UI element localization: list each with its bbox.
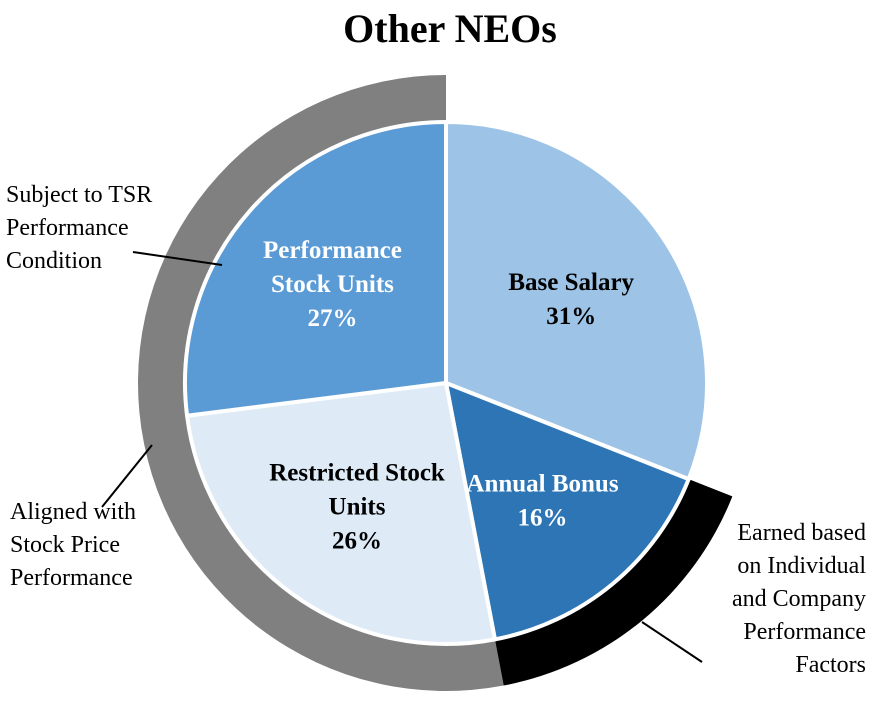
ring-equity [138, 75, 504, 691]
annotation-line: and Company [732, 586, 866, 612]
annotation-line: Condition [6, 248, 102, 274]
annotation-line: Aligned with [10, 499, 136, 525]
slice-label: Base Salary [508, 269, 634, 296]
slice-label: 27% [307, 305, 357, 332]
pie-slice [444, 381, 691, 642]
annotation-line: Performance [10, 565, 133, 591]
leader-line [132, 251, 223, 266]
annotation-line: Earned based [737, 520, 866, 546]
slice-label: Restricted Stock [269, 459, 445, 486]
leader-line [641, 621, 703, 663]
outer-rings [138, 75, 733, 691]
slice-label: 16% [517, 505, 567, 532]
annotation-leader-lines [101, 251, 703, 663]
slice-label: Stock Units [271, 271, 394, 298]
annotations: Subject to TSR Performance Condition Aligne… [6, 182, 866, 678]
slice-labels: Base Salary 31% Annual Bonus 16% Restricted … [263, 237, 635, 555]
pie-slice [185, 381, 497, 646]
slice-label: Performance [263, 237, 402, 264]
annotation-line: Performance [6, 215, 129, 241]
pie-slices [183, 120, 709, 646]
slice-label: 31% [546, 303, 596, 330]
leader-line [101, 444, 153, 508]
pie-slice [183, 120, 448, 418]
annotation-line: Factors [795, 652, 866, 678]
annotation-line: Stock Price [10, 532, 120, 558]
annotation-line: Subject to TSR [6, 182, 152, 208]
ring-bonus [494, 479, 733, 686]
annotation-line: on Individual [737, 553, 866, 579]
annotation-line: Performance [743, 619, 866, 645]
pie-slice [444, 120, 709, 482]
chart-title: Other NEOs [343, 6, 557, 51]
slice-label: Annual Bonus [466, 471, 618, 498]
slice-label: Units [329, 493, 386, 520]
slice-label: 26% [332, 527, 382, 554]
